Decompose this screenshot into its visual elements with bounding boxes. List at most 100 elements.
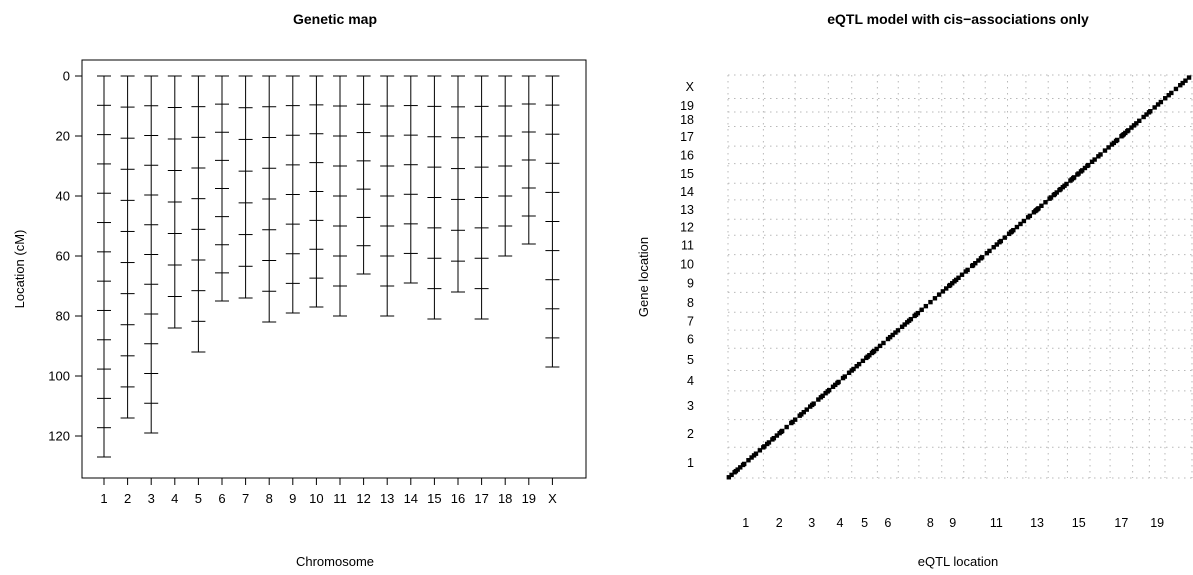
eqtl-point [1011,227,1016,233]
eqtl-point [826,387,832,393]
eqtl-point [899,324,905,329]
x-tick-label: 2 [776,516,783,530]
eqtl-point [774,433,780,438]
y-tick-label: 16 [680,148,694,162]
x-tick-label: 18 [498,491,512,506]
eqtl-point [923,303,929,309]
eqtl-point [811,401,816,406]
y-axis: 0 20 40 60 80 100 120 [48,69,82,444]
y-tick-label: 10 [680,257,694,271]
x-tick-label: 13 [380,491,394,506]
x-tick-label: X [548,491,557,506]
eqtl-point [779,428,785,434]
eqtl-point [1137,118,1142,124]
eqtl-point [902,322,907,327]
eqtl-point [895,328,901,333]
eqtl-point [1054,190,1059,195]
x-tick-label: 6 [884,516,891,530]
eqtl-point [940,289,946,294]
eqtl-point [970,262,976,268]
eqtl-point [860,358,866,364]
eqtl-point [1141,114,1146,120]
eqtl-point [1058,186,1063,192]
y-tick-label: 1 [687,456,694,470]
eqtl-point [1039,203,1044,208]
eqtl-point [801,409,806,415]
eqtl-point [749,455,754,460]
y-tick-label: 14 [680,185,694,199]
eqtl-point [890,332,895,338]
eqtl-point [1115,137,1120,143]
y-tick-label: 2 [687,427,694,441]
y-tick-label: 120 [48,429,70,444]
y-tick-label: 18 [680,113,694,127]
eqtl-point [953,277,959,283]
eqtl-point [1071,175,1077,180]
eqtl-point [766,440,772,445]
eqtl-point [742,461,747,467]
eqtl-point [1106,145,1111,150]
x-tick-label: 3 [808,516,815,530]
x-tick-label: 4 [837,516,844,530]
y-tick-label: 6 [687,333,694,347]
eqtl-point [1131,123,1137,128]
y-tick-label: X [686,80,695,94]
x-tick-label: 19 [522,491,536,506]
eqtl-point [956,275,961,280]
eqtl-point [1064,181,1069,187]
eqtl-point [959,272,965,277]
eqtl-point [928,299,933,305]
y-tick-label: 9 [687,276,694,290]
eqtl-point [998,238,1004,244]
y-tick-label: 8 [687,296,694,310]
eqtl-point [729,472,734,478]
eqtl-point [919,307,924,312]
eqtl-point [1086,162,1091,168]
x-tick-label: 3 [148,491,155,506]
eqtl-point [833,382,838,388]
eqtl-point [784,424,789,430]
eqtl-point [1092,157,1097,162]
x-tick-label: 17 [1114,516,1128,530]
eqtl-point [887,334,893,340]
eqtl-point [1166,93,1171,98]
eqtl-point [987,248,992,254]
eqtl-point [1173,86,1179,92]
eqtl-point [1043,200,1048,205]
eqtl-point [1076,171,1081,176]
eqtl-point [936,292,942,297]
eqtl-point [1027,213,1033,219]
eqtl-point [932,296,938,301]
x-tick-label: 11 [990,516,1003,530]
eqtl-point [881,340,886,346]
eqtl-point [830,384,836,389]
chromosome-marks [97,75,560,458]
y-tick-label: 15 [680,167,694,181]
eqtl-point [908,316,914,322]
x-tick-label: 1 [742,516,749,530]
eqtl-point [1186,75,1192,80]
eqtl-point [842,374,848,379]
eqtl-point [1129,125,1134,130]
eqtl-point [738,465,743,470]
chart-title: Genetic map [293,11,377,27]
eqtl-point [976,258,981,263]
eqtl-point [846,370,852,376]
eqtl-point [1102,148,1108,153]
y-tick-label: 13 [680,203,694,217]
y-axis-label: Location (cM) [12,230,27,309]
eqtl-point [792,417,798,422]
x-tick-label: 11 [333,491,347,506]
eqtl-point [753,451,759,456]
eqtl-point [816,397,821,402]
eqtl-point [1158,99,1164,105]
y-tick-label: 5 [687,353,694,367]
eqtl-point [851,366,856,372]
x-tick-label: 6 [218,491,225,506]
y-tick-label: 19 [680,99,694,113]
eqtl-point [867,353,872,358]
eqtl-point [979,255,985,260]
eqtl-point [1155,102,1161,107]
eqtl-point [726,475,732,480]
